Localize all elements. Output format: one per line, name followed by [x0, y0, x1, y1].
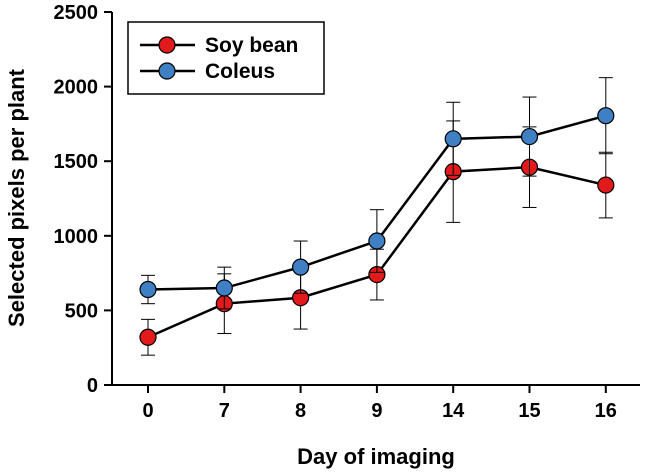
y-tick-label: 0 — [87, 375, 98, 397]
series-coleus — [139, 77, 615, 310]
data-point — [444, 130, 462, 148]
x-tick-label: 14 — [442, 400, 465, 422]
data-point — [368, 232, 386, 250]
data-point — [292, 258, 310, 276]
legend-marker — [158, 62, 176, 80]
legend-box — [127, 21, 325, 95]
y-tick-label: 2000 — [54, 77, 99, 99]
x-axis-ticks: 0 7 8 9 14 15 16 — [142, 385, 617, 422]
x-axis-title: Day of imaging — [297, 444, 455, 469]
data-point — [139, 328, 157, 346]
legend-marker — [158, 36, 176, 54]
y-tick-label: 2500 — [54, 2, 99, 24]
y-tick-label: 500 — [65, 300, 98, 322]
legend: Soy bean Coleus — [127, 21, 325, 95]
x-tick-label: 9 — [371, 400, 382, 422]
x-tick-label: 7 — [219, 400, 230, 422]
legend-label: Coleus — [205, 60, 275, 83]
y-axis-title: Selected pixels per plant — [4, 68, 29, 327]
data-point — [597, 107, 615, 125]
data-point — [215, 279, 233, 297]
y-axis-ticks: 0 500 1000 1500 2000 2500 — [54, 2, 112, 397]
x-tick-label: 0 — [142, 400, 153, 422]
series-group — [139, 77, 615, 356]
y-tick-label: 1500 — [54, 151, 99, 173]
x-tick-label: 16 — [595, 400, 617, 422]
x-tick-label: 8 — [295, 400, 306, 422]
data-point — [139, 280, 157, 299]
x-tick-label: 15 — [518, 400, 540, 422]
data-point — [597, 176, 615, 194]
data-point — [520, 127, 539, 146]
y-tick-label: 1000 — [54, 226, 99, 248]
legend-label: Soy bean — [205, 34, 298, 57]
